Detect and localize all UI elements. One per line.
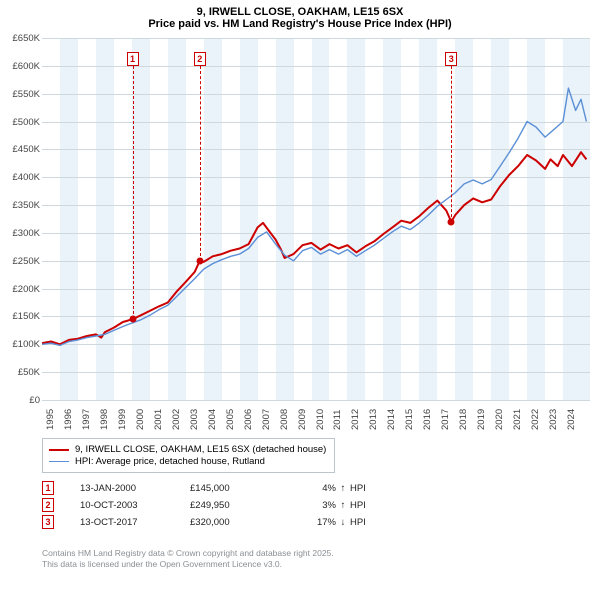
x-tick-label: 2013 (368, 409, 379, 430)
legend-label: HPI: Average price, detached house, Rutl… (75, 456, 265, 467)
series-line-price_paid (42, 152, 586, 344)
x-tick-label: 2006 (243, 409, 254, 430)
chart-title: 9, IRWELL CLOSE, OAKHAM, LE15 6SX Price … (0, 0, 600, 32)
event-pct: 4% (290, 483, 336, 494)
y-tick-label: £150K (2, 311, 40, 322)
gridline (42, 400, 590, 401)
event-date: 13-OCT-2017 (80, 517, 190, 528)
marker-number-box: 2 (194, 52, 206, 66)
x-tick-label: 2004 (207, 409, 218, 430)
event-price: £145,000 (190, 483, 290, 494)
event-number-box: 3 (42, 515, 54, 529)
x-tick-label: 2012 (350, 409, 361, 430)
event-pct: 17% (290, 517, 336, 528)
event-arrow-icon: ↑ (336, 483, 350, 494)
y-tick-label: £600K (2, 61, 40, 72)
event-date: 10-OCT-2003 (80, 500, 190, 511)
y-tick-label: £500K (2, 117, 40, 128)
event-arrow-icon: ↓ (336, 517, 350, 528)
marker-number-box: 1 (127, 52, 139, 66)
marker-dot (129, 316, 136, 323)
event-hpi-label: HPI (350, 517, 380, 528)
legend-swatch (49, 461, 69, 462)
x-tick-label: 2023 (548, 409, 559, 430)
x-tick-label: 1998 (99, 409, 110, 430)
title-line-1: 9, IRWELL CLOSE, OAKHAM, LE15 6SX (0, 6, 600, 18)
title-line-2: Price paid vs. HM Land Registry's House … (0, 18, 600, 30)
event-pct: 3% (290, 500, 336, 511)
series-line-hpi (42, 88, 586, 345)
x-tick-label: 2021 (512, 409, 523, 430)
event-arrow-icon: ↑ (336, 500, 350, 511)
x-tick-label: 2005 (225, 409, 236, 430)
x-tick-label: 2022 (530, 409, 541, 430)
price-event-row: 2 10-OCT-2003£249,9503%↑HPI (42, 498, 380, 512)
x-tick-label: 2014 (386, 409, 397, 430)
event-number-box: 2 (42, 498, 54, 512)
price-event-row: 1 13-JAN-2000£145,0004%↑HPI (42, 481, 380, 495)
footer-line: This data is licensed under the Open Gov… (42, 559, 334, 570)
event-hpi-label: HPI (350, 483, 380, 494)
x-tick-label: 2001 (153, 409, 164, 430)
price-event-row: 3 13-OCT-2017£320,00017%↓HPI (42, 515, 380, 529)
event-price: £320,000 (190, 517, 290, 528)
event-date: 13-JAN-2000 (80, 483, 190, 494)
marker-number-box: 3 (445, 52, 457, 66)
legend-item: 9, IRWELL CLOSE, OAKHAM, LE15 6SX (detac… (49, 444, 326, 455)
footer-line: Contains HM Land Registry data © Crown c… (42, 548, 334, 559)
plot-area: 1 2 3 (42, 38, 590, 400)
x-tick-label: 2009 (297, 409, 308, 430)
x-tick-label: 1995 (45, 409, 56, 430)
x-tick-label: 2019 (476, 409, 487, 430)
x-tick-label: 2011 (332, 410, 343, 430)
x-tick-label: 2015 (404, 409, 415, 430)
x-tick-label: 2020 (494, 409, 505, 430)
x-tick-label: 2008 (279, 409, 290, 430)
y-tick-label: £450K (2, 144, 40, 155)
x-tick-label: 2000 (135, 409, 146, 430)
x-tick-label: 2016 (422, 409, 433, 430)
y-tick-label: £0 (2, 395, 40, 406)
x-tick-label: 2018 (458, 409, 469, 430)
y-tick-label: £650K (2, 33, 40, 44)
marker-dot (448, 218, 455, 225)
legend-item: HPI: Average price, detached house, Rutl… (49, 456, 326, 467)
legend: 9, IRWELL CLOSE, OAKHAM, LE15 6SX (detac… (42, 438, 335, 473)
y-tick-label: £200K (2, 284, 40, 295)
y-tick-label: £550K (2, 89, 40, 100)
y-tick-label: £400K (2, 172, 40, 183)
y-tick-label: £350K (2, 200, 40, 211)
x-tick-label: 1999 (117, 409, 128, 430)
y-tick-label: £300K (2, 228, 40, 239)
y-tick-label: £250K (2, 256, 40, 267)
x-tick-label: 2007 (261, 409, 272, 430)
x-tick-label: 1997 (81, 409, 92, 430)
footer-attribution: Contains HM Land Registry data © Crown c… (42, 548, 334, 569)
marker-dashline (451, 66, 452, 222)
x-tick-label: 2002 (171, 409, 182, 430)
series-svg (42, 38, 590, 400)
x-tick-label: 2024 (566, 409, 577, 430)
marker-dot (196, 257, 203, 264)
price-events-table: 113-JAN-2000£145,0004%↑HPI210-OCT-2003£2… (42, 478, 380, 532)
x-tick-label: 2003 (189, 409, 200, 430)
event-price: £249,950 (190, 500, 290, 511)
legend-label: 9, IRWELL CLOSE, OAKHAM, LE15 6SX (detac… (75, 444, 326, 455)
y-tick-label: £50K (2, 367, 40, 378)
event-number-box: 1 (42, 481, 54, 495)
x-tick-label: 2017 (440, 409, 451, 430)
chart-container: 9, IRWELL CLOSE, OAKHAM, LE15 6SX Price … (0, 0, 600, 590)
x-tick-label: 2010 (315, 409, 326, 430)
legend-swatch (49, 449, 69, 451)
x-tick-label: 1996 (63, 409, 74, 430)
marker-dashline (200, 66, 201, 261)
y-tick-label: £100K (2, 339, 40, 350)
marker-dashline (133, 66, 134, 319)
event-hpi-label: HPI (350, 500, 380, 511)
